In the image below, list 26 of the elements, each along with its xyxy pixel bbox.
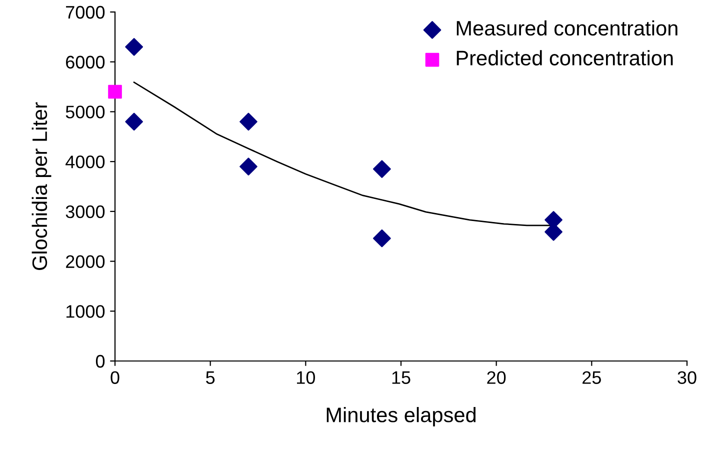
- point: [125, 112, 143, 131]
- point: [373, 160, 391, 178]
- point: [240, 112, 258, 131]
- legend-label: Measured concentration: [456, 20, 678, 36]
- x-axis-title: Minutes elapsed: [326, 407, 476, 426]
- x-tick-label: 20: [487, 371, 506, 384]
- y-tick-label: 2000: [66, 255, 105, 268]
- y-tick-label: 5000: [66, 106, 105, 118]
- point: [108, 84, 122, 99]
- y-tick-label: 3000: [66, 205, 105, 218]
- y-tick-label: 1000: [66, 305, 105, 318]
- point: [125, 38, 143, 56]
- x-tick-label: 30: [678, 371, 696, 384]
- y-axis-title: Glochidia per Liter: [32, 102, 52, 270]
- y-tick-label: 6000: [66, 56, 105, 69]
- x-tick-label: 15: [392, 371, 410, 384]
- y-tick-label: 0: [96, 354, 105, 368]
- legend-label: Predicted concentration: [456, 50, 673, 66]
- x-tick-label: 5: [206, 371, 215, 384]
- x-tick-label: 25: [582, 371, 601, 384]
- x-tick-label: 10: [297, 371, 316, 384]
- point: [240, 158, 258, 176]
- y-tick-label: 7000: [66, 6, 105, 19]
- x-tick-label: 0: [110, 371, 120, 384]
- y-tick-label: 4000: [66, 156, 105, 168]
- point: [373, 229, 391, 248]
